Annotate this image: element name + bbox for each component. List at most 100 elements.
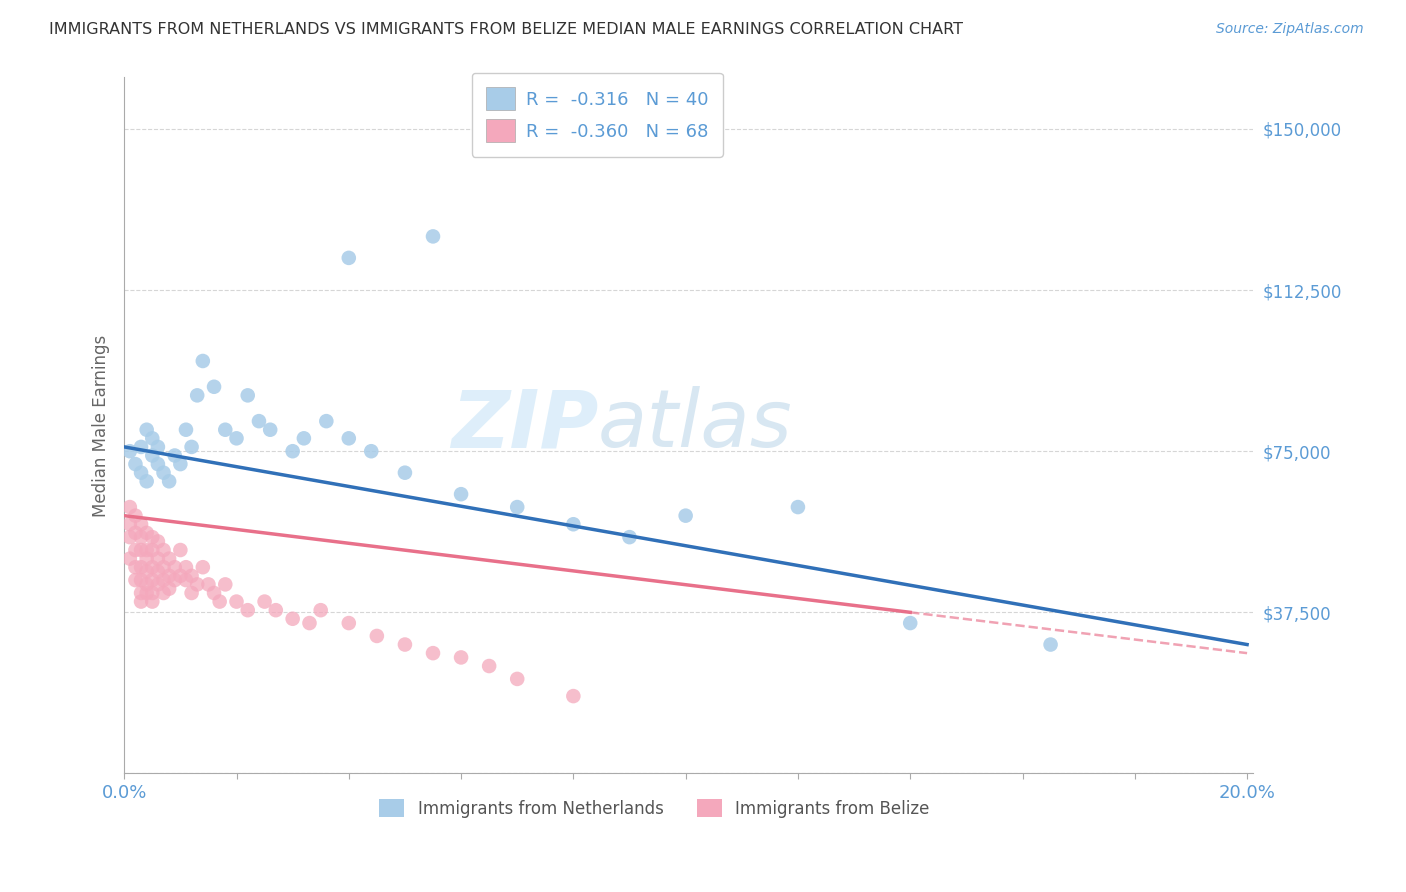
Point (186, 577, 208, 591)
Point (174, 573, 197, 587)
Point (152, 586, 174, 600)
Point (141, 560, 163, 574)
Point (129, 517, 152, 532)
Point (129, 573, 152, 587)
Point (157, 475, 180, 489)
Point (180, 440, 202, 454)
Point (124, 573, 146, 587)
Point (141, 530, 163, 544)
Point (124, 457, 146, 471)
Point (506, 672, 529, 686)
Point (129, 586, 152, 600)
Point (135, 586, 157, 600)
Point (281, 444, 304, 458)
Point (135, 423, 157, 437)
Point (129, 560, 152, 574)
Point (259, 423, 281, 437)
Point (135, 565, 157, 579)
Point (186, 388, 208, 402)
Text: atlas: atlas (598, 386, 793, 465)
Point (118, 530, 141, 544)
Point (163, 560, 186, 574)
Point (174, 423, 197, 437)
Point (124, 525, 146, 540)
Y-axis label: Median Male Earnings: Median Male Earnings (93, 334, 110, 516)
Point (191, 354, 214, 368)
Point (141, 449, 163, 463)
Point (129, 530, 152, 544)
Point (337, 251, 360, 265)
Point (157, 569, 180, 583)
Text: ZIP: ZIP (451, 386, 598, 465)
Point (309, 603, 332, 617)
Text: IMMIGRANTS FROM NETHERLANDS VS IMMIGRANTS FROM BELIZE MEDIAN MALE EARNINGS CORRE: IMMIGRANTS FROM NETHERLANDS VS IMMIGRANT… (49, 22, 963, 37)
Point (202, 586, 225, 600)
Point (135, 525, 157, 540)
Point (337, 616, 360, 631)
Point (208, 594, 231, 608)
Point (152, 573, 174, 587)
Point (129, 440, 152, 454)
Point (157, 551, 180, 566)
Point (898, 616, 921, 631)
Point (675, 508, 697, 523)
Point (1039, 638, 1062, 652)
Point (146, 565, 169, 579)
Point (141, 573, 163, 587)
Point (129, 594, 152, 608)
Point (315, 414, 337, 428)
Point (478, 659, 501, 673)
Point (197, 577, 219, 591)
Point (129, 543, 152, 558)
Point (506, 500, 529, 514)
Point (180, 569, 202, 583)
Point (253, 594, 276, 608)
Point (360, 444, 382, 458)
Legend: Immigrants from Netherlands, Immigrants from Belize: Immigrants from Netherlands, Immigrants … (373, 793, 936, 824)
Point (135, 475, 157, 489)
Point (163, 573, 186, 587)
Point (124, 508, 146, 523)
Point (129, 466, 152, 480)
Point (146, 440, 169, 454)
Point (422, 229, 444, 244)
Point (394, 466, 416, 480)
Point (135, 543, 157, 558)
Point (152, 560, 174, 574)
Point (562, 517, 585, 532)
Point (247, 414, 270, 428)
Point (180, 586, 202, 600)
Point (562, 689, 585, 703)
Point (146, 457, 169, 471)
Point (118, 444, 141, 458)
Point (141, 431, 163, 445)
Point (146, 577, 169, 591)
Point (146, 551, 169, 566)
Point (141, 586, 163, 600)
Point (163, 449, 186, 463)
Point (152, 466, 174, 480)
Point (281, 612, 304, 626)
Point (422, 646, 444, 660)
Point (787, 500, 810, 514)
Point (118, 500, 141, 514)
Point (214, 577, 236, 591)
Point (135, 577, 157, 591)
Point (169, 457, 191, 471)
Point (157, 582, 180, 596)
Point (174, 560, 197, 574)
Point (236, 603, 259, 617)
Point (214, 423, 236, 437)
Point (169, 543, 191, 558)
Point (225, 431, 247, 445)
Point (118, 517, 141, 532)
Point (146, 534, 169, 549)
Point (298, 616, 321, 631)
Point (135, 551, 157, 566)
Point (124, 543, 146, 558)
Text: Source: ZipAtlas.com: Source: ZipAtlas.com (1216, 22, 1364, 37)
Point (264, 603, 287, 617)
Point (118, 551, 141, 566)
Point (202, 380, 225, 394)
Point (141, 543, 163, 558)
